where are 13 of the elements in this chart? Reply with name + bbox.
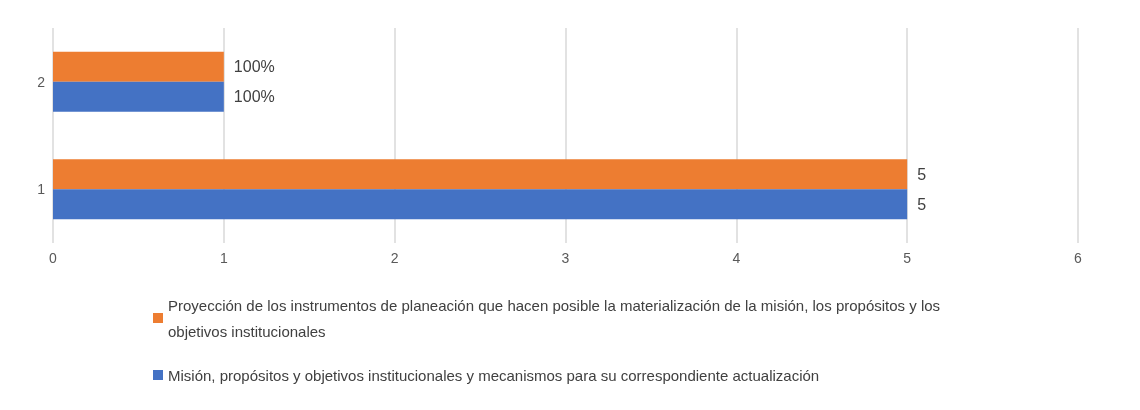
- x-tick-label: 3: [561, 250, 570, 266]
- x-tick-label: 5: [903, 250, 912, 266]
- x-tick-label: 6: [1074, 250, 1083, 266]
- x-tick-label: 2: [390, 250, 399, 266]
- data-label: 5: [917, 165, 927, 183]
- legend-label: Proyección de los instrumentos de planeación que hacen posible la materialización de la misión, los propósitos y los objetivos institucionales: [168, 296, 945, 340]
- x-tick-label: 1: [219, 250, 228, 266]
- legend-label: Misión, propósitos y objetivos institucionales y mecanismos para su correspondiente actualización: [168, 366, 820, 384]
- data-label: 100%: [233, 58, 275, 76]
- data-label: 100%: [233, 88, 275, 106]
- x-tick-label: 0: [49, 250, 58, 266]
- x-tick-label: 4: [732, 250, 741, 266]
- data-label: 5: [917, 195, 927, 213]
